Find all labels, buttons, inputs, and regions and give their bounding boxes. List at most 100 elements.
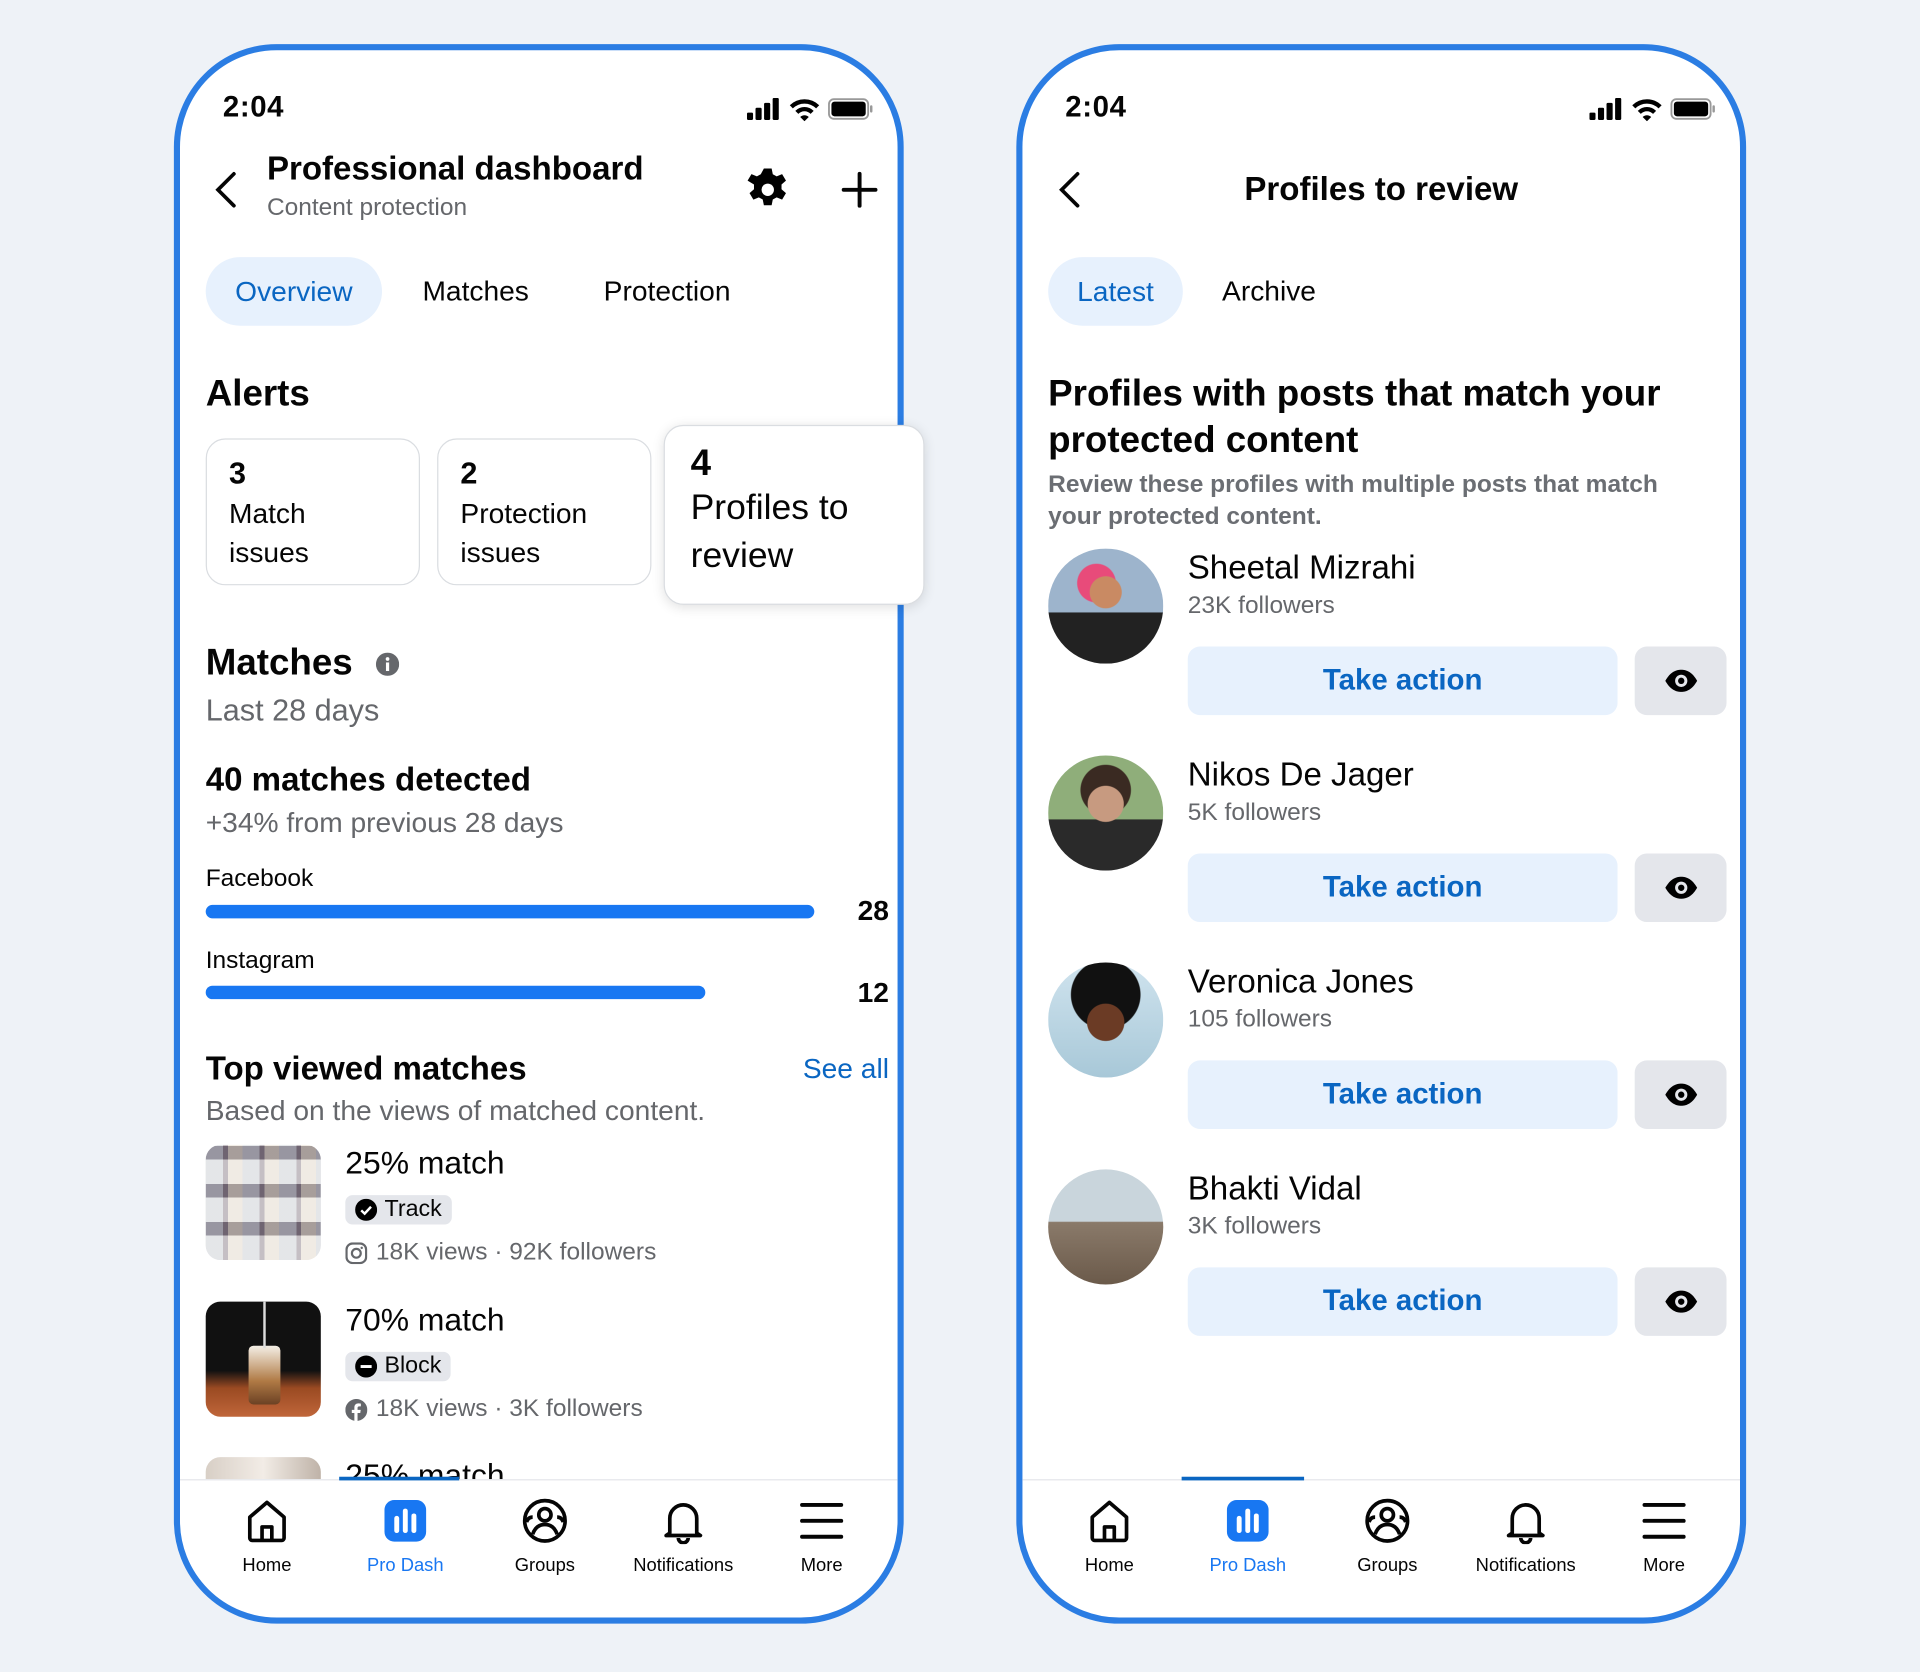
info-icon[interactable]	[375, 652, 400, 676]
groups-icon	[1365, 1498, 1410, 1543]
nav-item-notifications[interactable]: Notifications	[622, 1479, 744, 1601]
nav-item-home[interactable]: Home	[206, 1479, 328, 1601]
alert-card-match-issues[interactable]: 3 Match issues	[205, 438, 421, 586]
eye-icon	[1664, 669, 1697, 692]
profile-name[interactable]: Sheetal Mizrahi	[1187, 549, 1416, 586]
tab-overview[interactable]: Overview	[205, 257, 383, 326]
wifi-icon	[1632, 99, 1662, 122]
view-profile-button[interactable]	[1634, 853, 1727, 923]
phone-professional-dashboard: 2:04 Professional dashboard Content prot…	[173, 44, 925, 1624]
pro-dash-icon	[1226, 1500, 1269, 1542]
tab-protection[interactable]: Protection	[603, 274, 731, 307]
platform-value-facebook: 28	[857, 894, 889, 927]
nav-item-groups[interactable]: Groups	[484, 1479, 606, 1601]
bell-icon	[1506, 1503, 1545, 1545]
section-heading: Profiles with posts that match your prot…	[1048, 373, 1661, 461]
meta-text: 18K views · 92K followers	[375, 1238, 657, 1266]
eye-icon	[1664, 1083, 1697, 1106]
plus-icon[interactable]	[841, 171, 878, 208]
alert-count: 2	[460, 456, 478, 492]
tab-matches[interactable]: Matches	[422, 274, 529, 307]
alert-label: Protection issues	[460, 497, 588, 569]
view-profile-button[interactable]	[1634, 1267, 1727, 1336]
nav-item-home[interactable]: Home	[1048, 1479, 1170, 1601]
match-thumbnail[interactable]	[205, 1457, 321, 1480]
nav-item-more[interactable]: More	[1603, 1479, 1725, 1601]
profile-followers: 23K followers	[1187, 592, 1335, 619]
bar-track-instagram	[205, 985, 815, 1000]
meta-text: 18K views · 3K followers	[375, 1395, 643, 1423]
view-profile-button[interactable]	[1634, 1060, 1727, 1129]
nav-label: Groups	[1357, 1555, 1418, 1576]
take-action-button[interactable]: Take action	[1187, 1060, 1618, 1129]
alert-label: Match issues	[228, 497, 309, 569]
take-action-button[interactable]: Take action	[1187, 853, 1618, 923]
nav-label: Home	[1084, 1555, 1134, 1576]
home-icon	[247, 1500, 286, 1543]
chevron-left-icon[interactable]	[1056, 170, 1085, 209]
facebook-icon	[345, 1398, 368, 1421]
wifi-icon	[789, 99, 820, 122]
action-label: Block	[384, 1353, 442, 1379]
matches-heading: Matches	[205, 642, 353, 684]
profile-avatar[interactable]	[1048, 755, 1164, 871]
nav-item-groups[interactable]: Groups	[1326, 1479, 1448, 1601]
profile-avatar[interactable]	[1048, 548, 1164, 664]
bottom-nav	[1022, 1476, 1741, 1623]
page-subtitle: Content protection	[266, 194, 468, 222]
platform-label-instagram: Instagram	[205, 947, 315, 975]
take-action-button[interactable]: Take action	[1187, 646, 1618, 716]
pro-dash-icon	[384, 1500, 427, 1542]
groups-icon	[522, 1498, 567, 1543]
gear-icon[interactable]	[744, 167, 791, 214]
bottom-nav-items: Home Pro Dash Groups Notifications More	[1022, 1479, 1740, 1623]
nav-item-more[interactable]: More	[760, 1479, 882, 1601]
match-thumbnail[interactable]	[205, 1301, 321, 1417]
nav-item-pro-dash[interactable]: Pro Dash	[344, 1479, 466, 1601]
action-chip-track[interactable]: Track	[345, 1195, 452, 1225]
top-viewed-heading: Top viewed matches	[205, 1050, 527, 1087]
eye-icon	[1664, 1290, 1697, 1313]
status-icons	[746, 97, 874, 122]
bar-instagram	[205, 985, 705, 1000]
matches-total: 40 matches detected	[205, 761, 531, 798]
profile-followers: 105 followers	[1187, 1005, 1333, 1033]
alert-label: Profiles to review	[690, 488, 849, 576]
see-all-link[interactable]: See all	[802, 1052, 889, 1085]
chevron-left-icon[interactable]	[212, 170, 241, 209]
profile-name[interactable]: Veronica Jones	[1187, 963, 1414, 1000]
tab-latest[interactable]: Latest	[1048, 257, 1183, 326]
scroll-content[interactable]: Alerts 3 Match issues 2 Protection issue…	[180, 50, 925, 1480]
action-label: Track	[384, 1196, 442, 1223]
bottom-nav-items: Home Pro Dash Groups Notifications More	[180, 1479, 898, 1623]
top-viewed-description: Based on the views of matched content.	[205, 1094, 706, 1126]
menu-icon	[800, 1502, 844, 1539]
battery-icon	[1670, 98, 1715, 120]
alert-card-profiles-to-review[interactable]: 4 Profiles to review	[663, 424, 925, 605]
match-meta: 18K views · 3K followers	[345, 1395, 643, 1423]
match-thumbnail[interactable]	[205, 1144, 321, 1261]
take-action-button[interactable]: Take action	[1187, 1267, 1618, 1336]
matches-period: Last 28 days	[205, 693, 380, 728]
signal-icon	[1589, 97, 1622, 121]
tab-archive[interactable]: Archive	[1222, 274, 1316, 307]
phone-profiles-to-review: 2:04 Profiles to review Latest Archive P…	[1016, 44, 1747, 1624]
view-profile-button[interactable]	[1634, 646, 1727, 716]
page-title: Professional dashboard	[266, 150, 644, 187]
profile-name[interactable]: Bhakti Vidal	[1187, 1170, 1362, 1207]
action-chip-block[interactable]: Block	[345, 1351, 452, 1382]
nav-label: Home	[242, 1555, 292, 1576]
status-time: 2:04	[1065, 90, 1127, 124]
profile-avatar[interactable]	[1048, 962, 1164, 1078]
nav-item-pro-dash[interactable]: Pro Dash	[1187, 1479, 1309, 1601]
alert-card-protection-issues[interactable]: 2 Protection issues	[437, 438, 652, 586]
profile-name[interactable]: Nikos De Jager	[1187, 756, 1414, 793]
match-percent[interactable]: 70% match	[345, 1301, 505, 1338]
profile-avatar[interactable]	[1048, 1169, 1164, 1285]
nav-label: Notifications	[1475, 1555, 1576, 1576]
nav-item-notifications[interactable]: Notifications	[1464, 1479, 1586, 1601]
match-percent[interactable]: 25% match	[345, 1144, 505, 1182]
active-tab-indicator	[1181, 1476, 1305, 1481]
status-icons	[1589, 97, 1716, 122]
match-percent[interactable]: 25% match	[345, 1456, 505, 1494]
